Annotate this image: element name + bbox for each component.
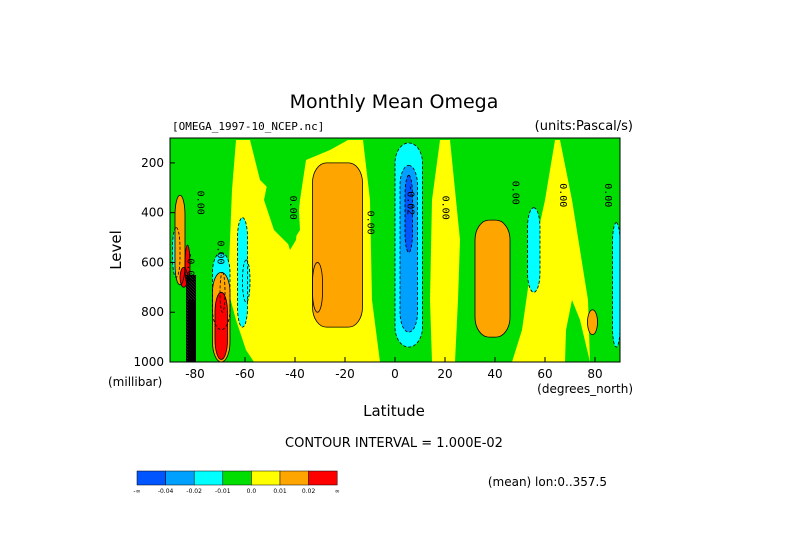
x-axis: -80 -60 -40 -20 0 20 40 60 80: [185, 357, 603, 381]
colorbar-swatch-2: [193, 470, 224, 486]
colorbar-label-6: 0.02: [302, 488, 316, 495]
y-tick-label-1: 400: [141, 206, 164, 220]
colorbar-swatch-1: [165, 470, 195, 486]
region-5: [175, 195, 185, 285]
colorbar-label-7: ∞: [335, 488, 340, 495]
colorbar-label-3: -0.01: [215, 488, 231, 495]
x-axis-title: Latitude: [363, 402, 425, 420]
contour-line-9: [214, 291, 228, 360]
x-unit-label: (degrees_north): [537, 382, 633, 396]
contour-label-6: 0.00: [440, 196, 451, 220]
colorbar-label-2: -0.02: [186, 488, 202, 495]
y-tick-label-4: 1000: [133, 355, 164, 369]
contour-line-5: [174, 194, 186, 286]
contour-line-10: [312, 162, 363, 328]
contour-line-18: [612, 222, 620, 348]
region-14: [405, 175, 413, 253]
x-tick-label-8: 80: [587, 367, 602, 381]
y-axis: 200 400 600 800 1000: [133, 156, 175, 369]
contour-label-7: 0.00: [510, 181, 521, 205]
colorbar-label-1: -0.04: [158, 488, 174, 495]
x-tick-label-2: -40: [285, 367, 305, 381]
x-tick-label-3: -20: [335, 367, 355, 381]
colorbar-swatch-3: [222, 470, 252, 486]
contour-label-1: 0.00: [215, 240, 226, 264]
contour-line-3: [242, 259, 251, 303]
mean-label: (mean) lon:0..357.5: [488, 475, 607, 489]
region-18: [612, 222, 620, 348]
contour-label-8: 0.00: [557, 183, 568, 207]
colorbar-swatch-4: [251, 470, 281, 486]
contour-line-16: [527, 207, 541, 293]
x-tick-label-0: -80: [185, 367, 205, 381]
contour-line-15: [474, 219, 511, 338]
y-tick-label-3: 800: [141, 305, 164, 319]
x-tick-label-6: 40: [487, 367, 502, 381]
units-label: (units:Pascal/s): [535, 119, 633, 134]
colorbar-swatch-0: [136, 470, 166, 486]
chart-title: Monthly Mean Omega: [290, 91, 499, 113]
plot-area: [170, 138, 620, 362]
contour-line-17: [587, 309, 598, 336]
green-north-strip: [565, 300, 590, 362]
colorbar: -∞ -0.04 -0.02 -0.01 0.0 0.01 0.02 ∞: [133, 470, 340, 495]
contour-label-2: -0.02: [185, 252, 196, 282]
contour-line-11: [312, 262, 323, 313]
x-tick-label-4: 0: [391, 367, 399, 381]
x-tick-label-5: 20: [437, 367, 452, 381]
contour-label-4: 0.00: [365, 211, 376, 235]
contour-regions: [172, 142, 620, 362]
region-10: [312, 162, 363, 328]
x-tick-label-7: 60: [537, 367, 552, 381]
colorbar-swatch-5: [279, 470, 309, 486]
region-16: [527, 207, 540, 293]
y-unit-label: (millibar): [108, 375, 162, 389]
contour-label-0: 0.00: [195, 191, 206, 215]
y-tick-label-2: 600: [141, 255, 164, 269]
dataset-label: [OMEGA_1997-10_NCEP.nc]: [172, 120, 324, 133]
contour-labels: 0.00 0.00 -0.02 0.00 0.00 -0.02 0.00 0.00 0.00 0.…: [185, 181, 614, 283]
contour-line-7: [179, 267, 188, 288]
green-midlat-patch: [264, 180, 300, 246]
contour-interval-label: CONTOUR INTERVAL = 1.000E-02: [285, 436, 503, 451]
contour-lines: [172, 142, 620, 362]
colorbar-swatch-6: [308, 470, 338, 486]
colorbar-label-4: 0.0: [247, 488, 257, 495]
region-15: [475, 220, 510, 338]
colorbar-label-5: 0.01: [273, 488, 287, 495]
black-polar-column: [188, 300, 196, 362]
x-tick-label-1: -60: [235, 367, 255, 381]
contour-line-13: [399, 164, 418, 333]
region-17: [587, 309, 598, 335]
region-9: [215, 292, 228, 360]
region-3: [242, 259, 250, 303]
contour-line-12: [394, 142, 423, 348]
colorbar-label-0: -∞: [133, 488, 140, 495]
contour-label-3: 0.00: [287, 196, 298, 220]
contour-label-9: 0.00: [602, 183, 613, 207]
region-11: [312, 262, 323, 313]
contour-line-2: [237, 217, 248, 328]
contour-label-5: -0.02: [405, 185, 416, 215]
contour-line-14: [404, 174, 413, 253]
y-axis-title: Level: [107, 230, 125, 270]
contour-line-6: [184, 244, 191, 286]
y-tick-label-0: 200: [141, 156, 164, 170]
